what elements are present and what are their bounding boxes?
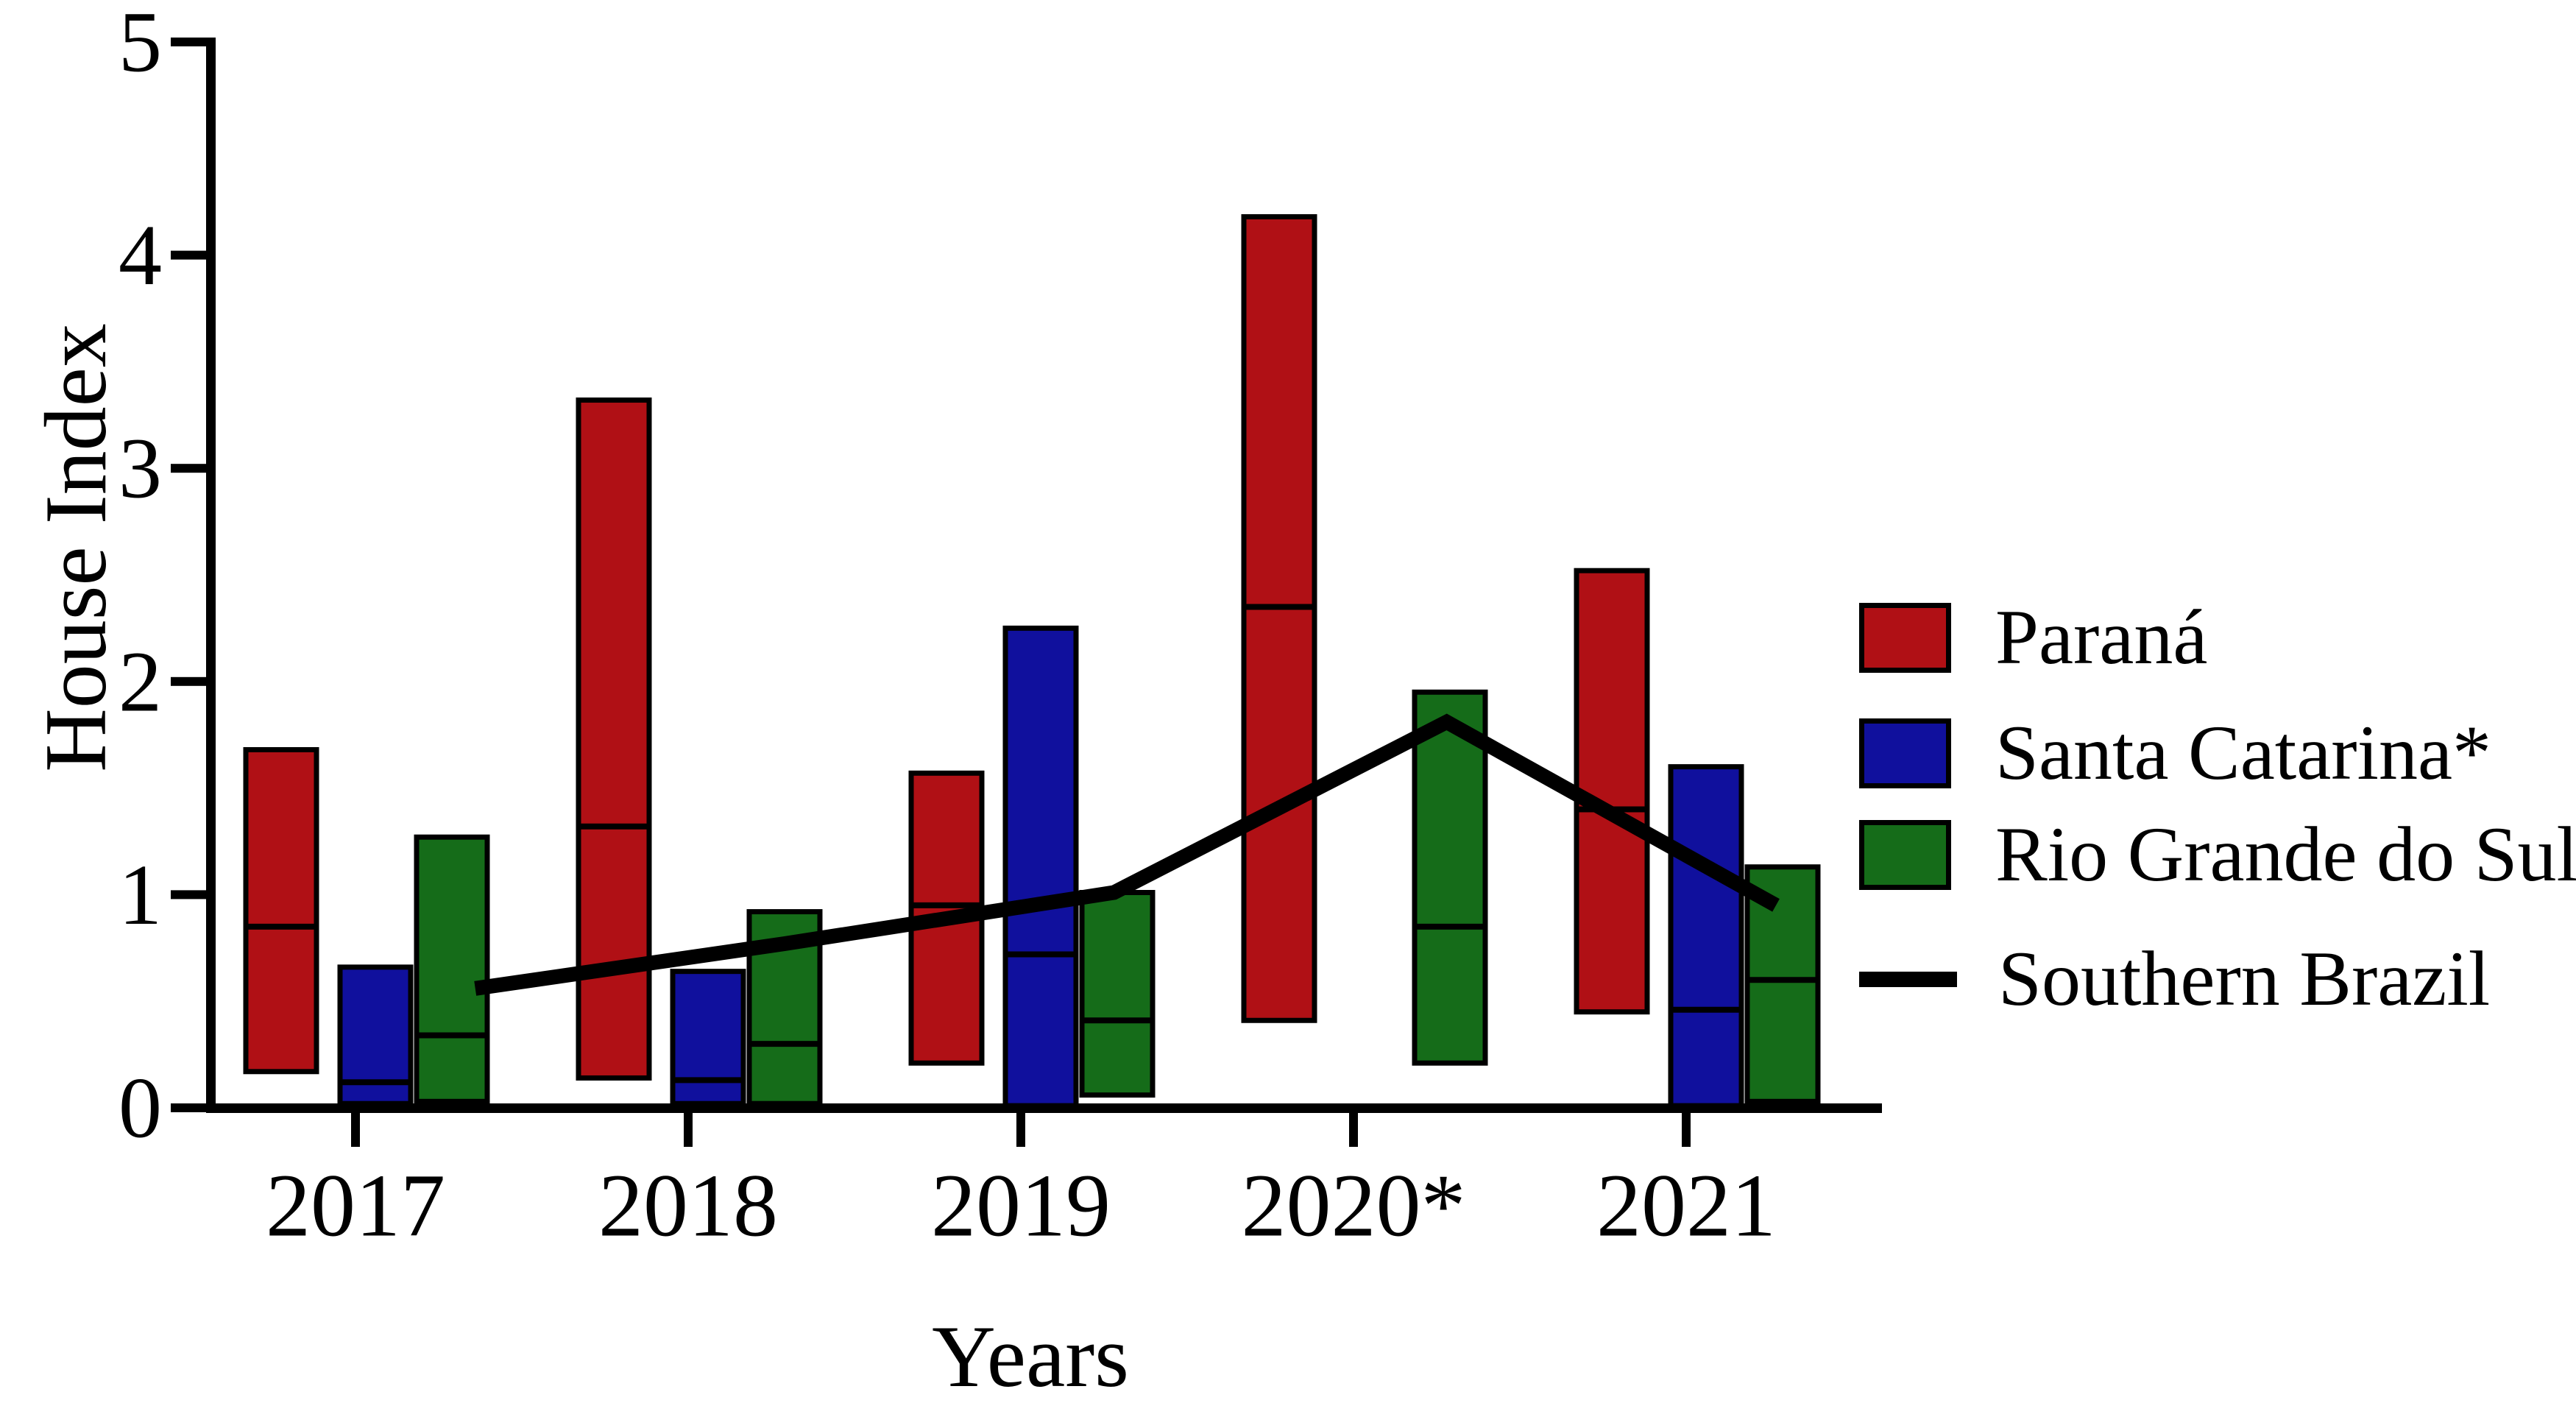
bar-santa-catarina-2021	[1668, 764, 1744, 1109]
x-tick-2021	[1682, 1113, 1691, 1147]
y-tick-0	[171, 1103, 206, 1112]
y-tick-1	[171, 890, 206, 900]
x-tick-label-2019: 2019	[931, 1156, 1111, 1256]
y-axis-spine	[206, 38, 216, 1113]
bar-parana-2017	[243, 746, 319, 1075]
y-tick-label-5: 5	[118, 0, 162, 91]
x-axis-title: Years	[932, 1307, 1129, 1403]
x-tick-2017	[351, 1113, 360, 1147]
bar-rio-grande-do-sul-2017	[414, 834, 490, 1104]
y-tick-4	[171, 250, 206, 260]
y-tick-label-2: 2	[118, 633, 162, 729]
bar-santa-catarina-2018	[670, 969, 746, 1106]
x-tick-2018	[684, 1113, 693, 1147]
bar-parana-2020	[1241, 213, 1317, 1023]
x-tick-label-2021: 2021	[1596, 1156, 1776, 1256]
bar-parana-2021	[1574, 568, 1650, 1015]
y-tick-3	[171, 464, 206, 473]
y-tick-2	[171, 676, 206, 686]
x-tick-2019	[1016, 1113, 1025, 1147]
bar-rio-grande-do-sul-2019	[1079, 890, 1156, 1098]
bar-santa-catarina-2019	[1002, 625, 1079, 1109]
x-tick-2020	[1349, 1113, 1358, 1147]
y-tick-label-3: 3	[118, 420, 162, 517]
y-tick-label-4: 4	[118, 207, 162, 303]
x-axis-line	[206, 1103, 1882, 1113]
bar-rio-grande-do-sul-2021	[1744, 864, 1821, 1104]
y-axis-title: House Index	[26, 323, 124, 772]
trend-line-southern-brazil	[474, 713, 1780, 996]
x-tick-label-2017: 2017	[266, 1156, 445, 1256]
y-tick-5	[171, 38, 206, 46]
x-tick-label-2020: 2020*	[1242, 1156, 1466, 1256]
bar-rio-grande-do-sul-2020	[1412, 689, 1488, 1066]
y-tick-label-0: 0	[118, 1060, 162, 1156]
y-tick-label-1: 1	[118, 847, 162, 943]
x-tick-label-2018: 2018	[598, 1156, 778, 1256]
